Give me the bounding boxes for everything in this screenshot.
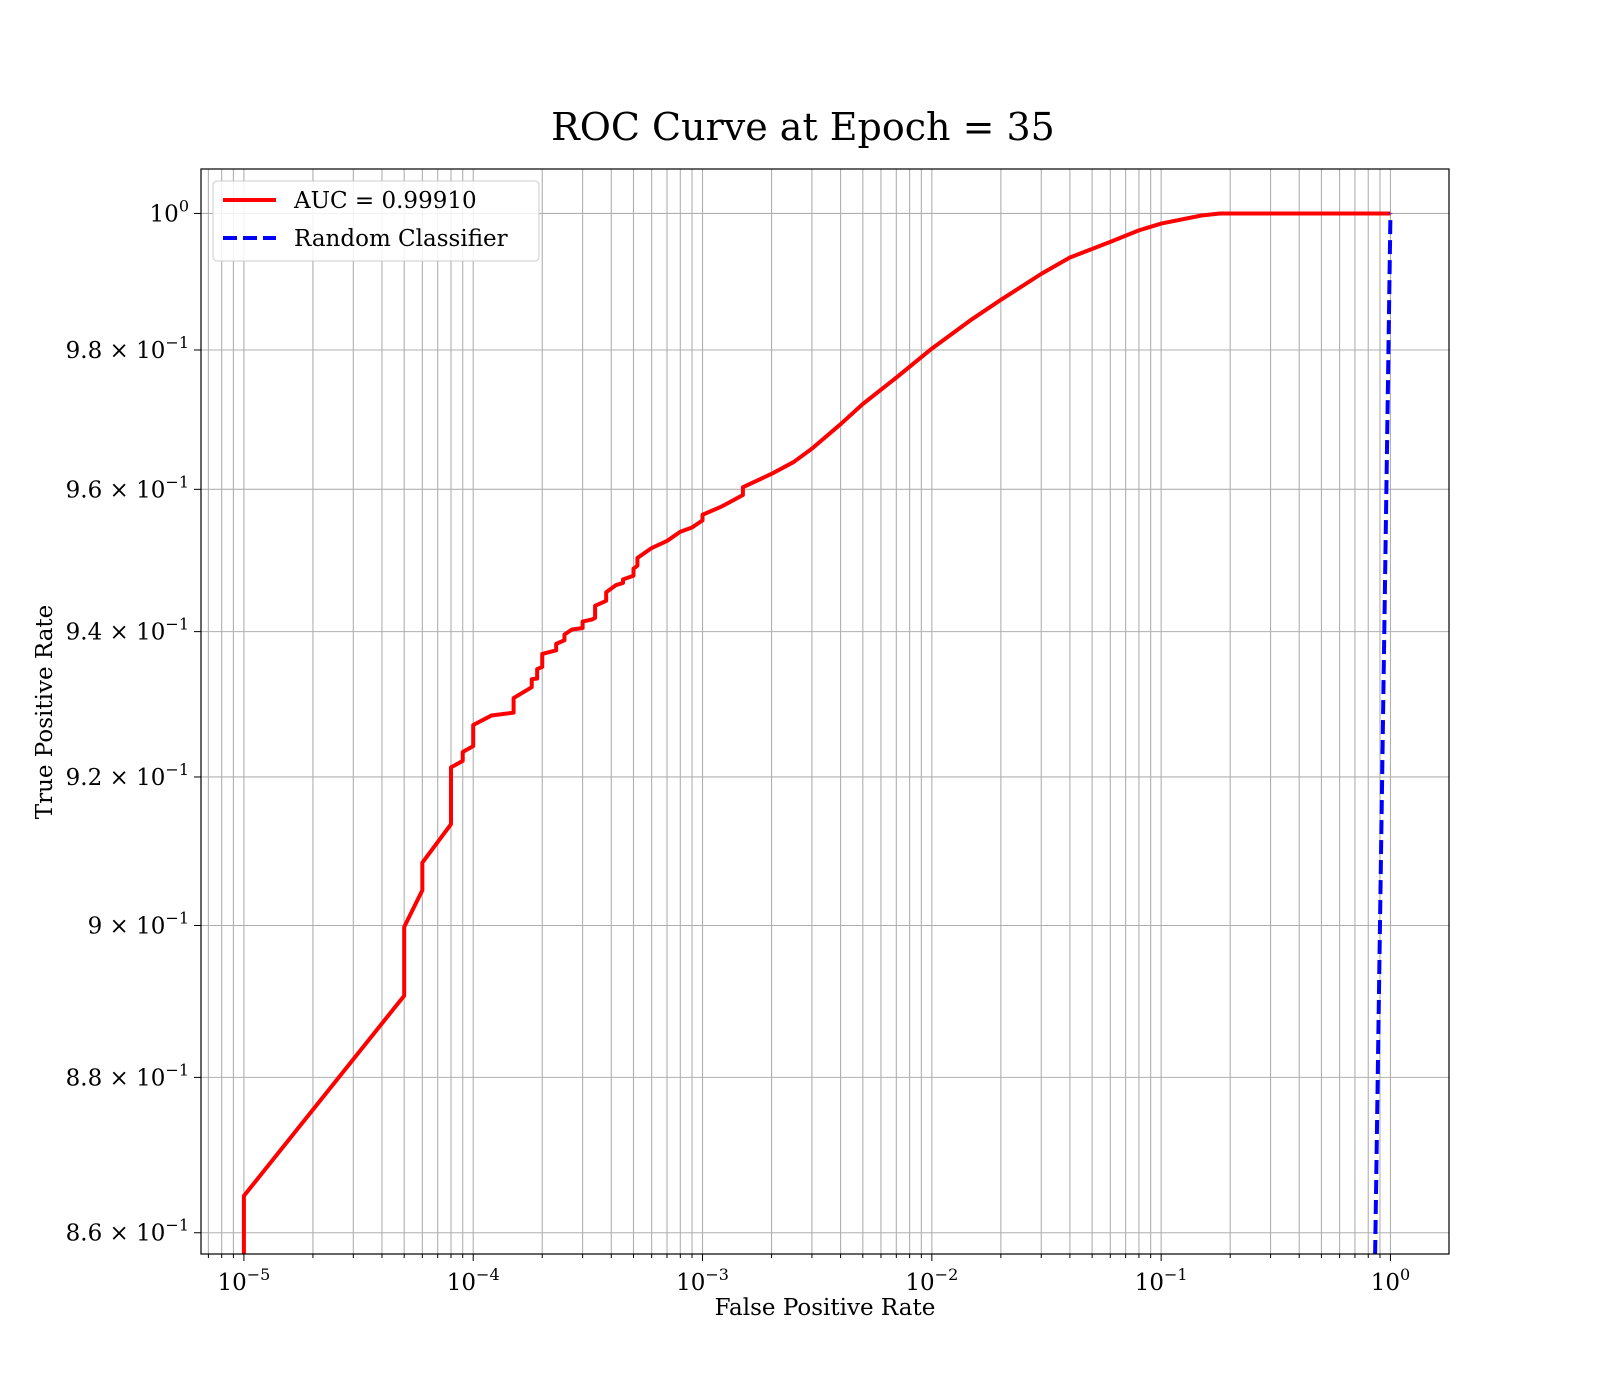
- legend-label-random: Random Classifier: [294, 226, 508, 252]
- y-tick-label: 9.4 × 10−1: [66, 615, 189, 646]
- x-tick-label: 10−2: [905, 1265, 958, 1296]
- y-tick-label: 9.8 × 10−1: [66, 333, 189, 364]
- x-tick-label: 10−1: [1135, 1265, 1188, 1296]
- x-tick-label: 100: [1371, 1265, 1410, 1296]
- y-tick-label: 100: [150, 196, 189, 227]
- x-axis-label: False Positive Rate: [715, 1295, 936, 1321]
- y-axis-label: True Positive Rate: [32, 605, 58, 820]
- y-tick-label: 9.6 × 10−1: [66, 472, 189, 503]
- axis-ticks: 10−5 10−4 10−3 10−2 10−1 100 8.6 × 10−1 8.8 × 1…: [66, 196, 1411, 1296]
- y-tick-label: 9.2 × 10−1: [66, 760, 189, 791]
- legend: AUC = 0.99910 Random Classifier: [212, 180, 540, 262]
- y-tick-label: 8.8 × 10−1: [66, 1060, 189, 1091]
- series-layer: [241, 211, 1393, 1254]
- legend-box: [212, 180, 540, 262]
- chart-title: ROC Curve at Epoch = 35: [551, 105, 1055, 149]
- roc-curve-line: [241, 211, 1391, 1254]
- x-tick-label: 10−4: [447, 1265, 500, 1296]
- x-tick-label: 10−3: [676, 1265, 729, 1296]
- grid-lines: [201, 169, 1449, 1254]
- legend-label-auc: AUC = 0.99910: [293, 188, 477, 214]
- y-tick-label: 9 × 10−1: [88, 909, 189, 940]
- random-classifier-line: [1373, 213, 1393, 1254]
- x-tick-label: 10−5: [217, 1265, 270, 1296]
- y-tick-label: 8.6 × 10−1: [66, 1216, 189, 1247]
- plot-frame: [200, 168, 1450, 1255]
